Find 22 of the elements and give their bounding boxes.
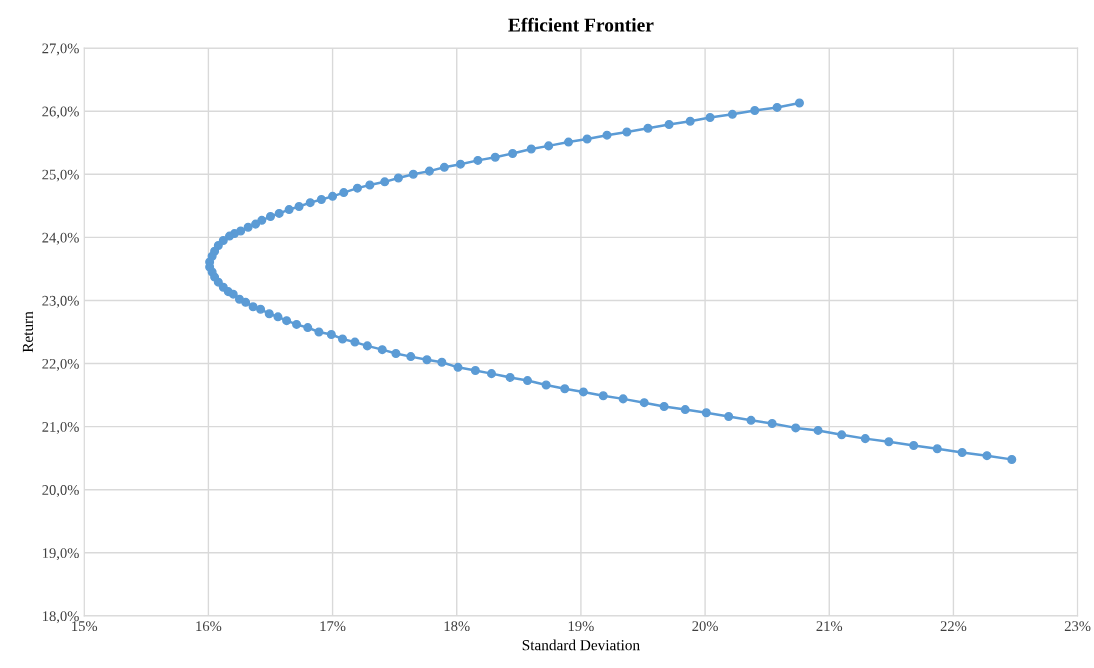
x-tick-label: 19% [568,621,594,632]
x-tick-label: 21% [816,621,843,632]
x-tick-label: 15% [72,621,98,632]
y-axis-title: Return [22,311,34,353]
y-tick-label: 19,0% [42,548,79,561]
chart-title: Efficient Frontier [508,17,654,32]
y-tick-label: 23,0% [42,295,79,308]
x-tick-label: 16% [196,621,222,632]
y-tick-label: 25,0% [42,169,79,182]
y-tick-label: 21,0% [42,421,79,434]
y-tick-label: 20,0% [42,485,79,498]
x-tick-label: 17% [320,621,346,632]
x-tick-label: 18% [444,621,470,632]
x-axis-title: Standard Deviation [522,639,640,651]
y-tick-label: 27,0% [42,43,79,56]
x-tick-label: 23% [1064,621,1091,632]
x-tick-label: 20% [692,621,718,632]
y-tick-label: 26,0% [42,106,79,119]
y-tick-label: 22,0% [42,358,79,371]
y-tick-label: 18,0% [42,611,79,624]
y-tick-label: 24,0% [42,232,79,245]
x-tick-label: 22% [940,621,967,632]
